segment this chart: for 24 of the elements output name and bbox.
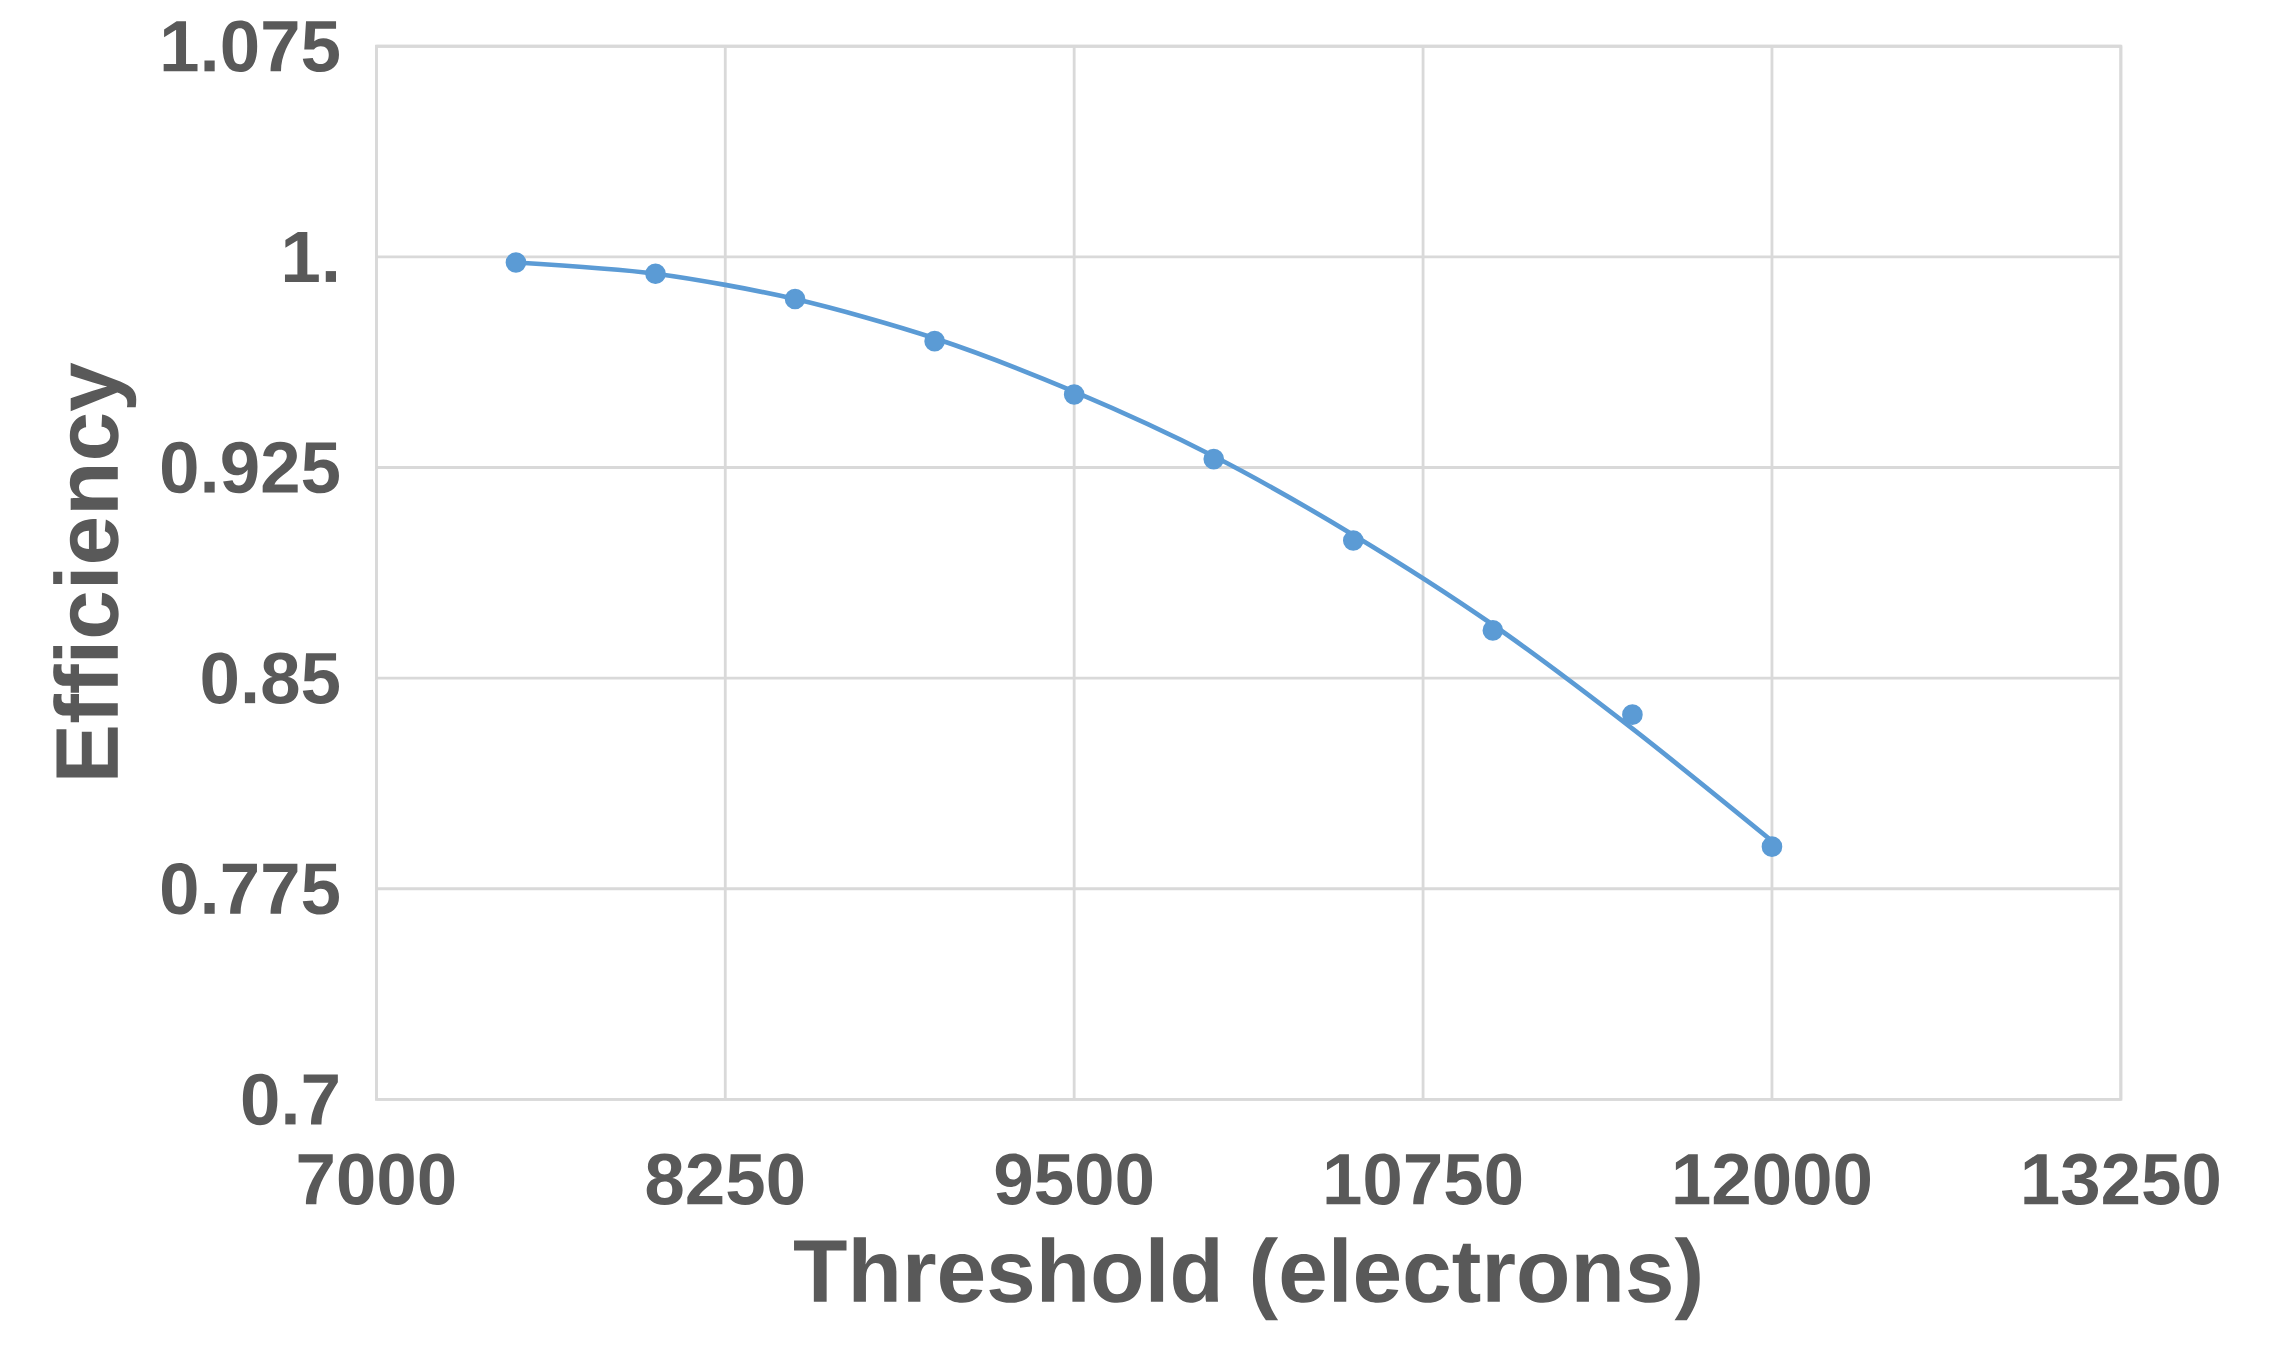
x-tick-label: 10750 — [1326, 1153, 1522, 1205]
point — [1203, 448, 1225, 470]
point — [784, 288, 806, 310]
x-tick-label: 12000 — [1675, 1153, 1871, 1205]
y-tick-label: 1. — [284, 231, 336, 282]
point — [1761, 836, 1783, 857]
y-tick-label: 0.925 — [161, 441, 339, 494]
x-tick-label: 7000 — [298, 1153, 455, 1205]
x-tick-label: 8250 — [646, 1153, 804, 1205]
point — [505, 252, 527, 273]
point — [1482, 620, 1504, 641]
point — [1342, 530, 1364, 551]
y-tick-label: 0.7 — [242, 1073, 338, 1126]
y-tick-label: 0.775 — [161, 863, 339, 915]
x-tick-label: 9500 — [995, 1153, 1153, 1205]
point — [1063, 384, 1085, 405]
x-tick-label: 13250 — [2024, 1153, 2219, 1206]
point — [1622, 704, 1643, 725]
point — [645, 263, 666, 285]
y-axis-title: Efficiency — [53, 362, 137, 778]
point — [924, 330, 945, 352]
y-tick-label: 1.075 — [163, 20, 339, 73]
x-axis-title: Threshold (electrons) — [794, 1237, 1700, 1321]
y-tick-label: 0.85 — [202, 652, 339, 704]
